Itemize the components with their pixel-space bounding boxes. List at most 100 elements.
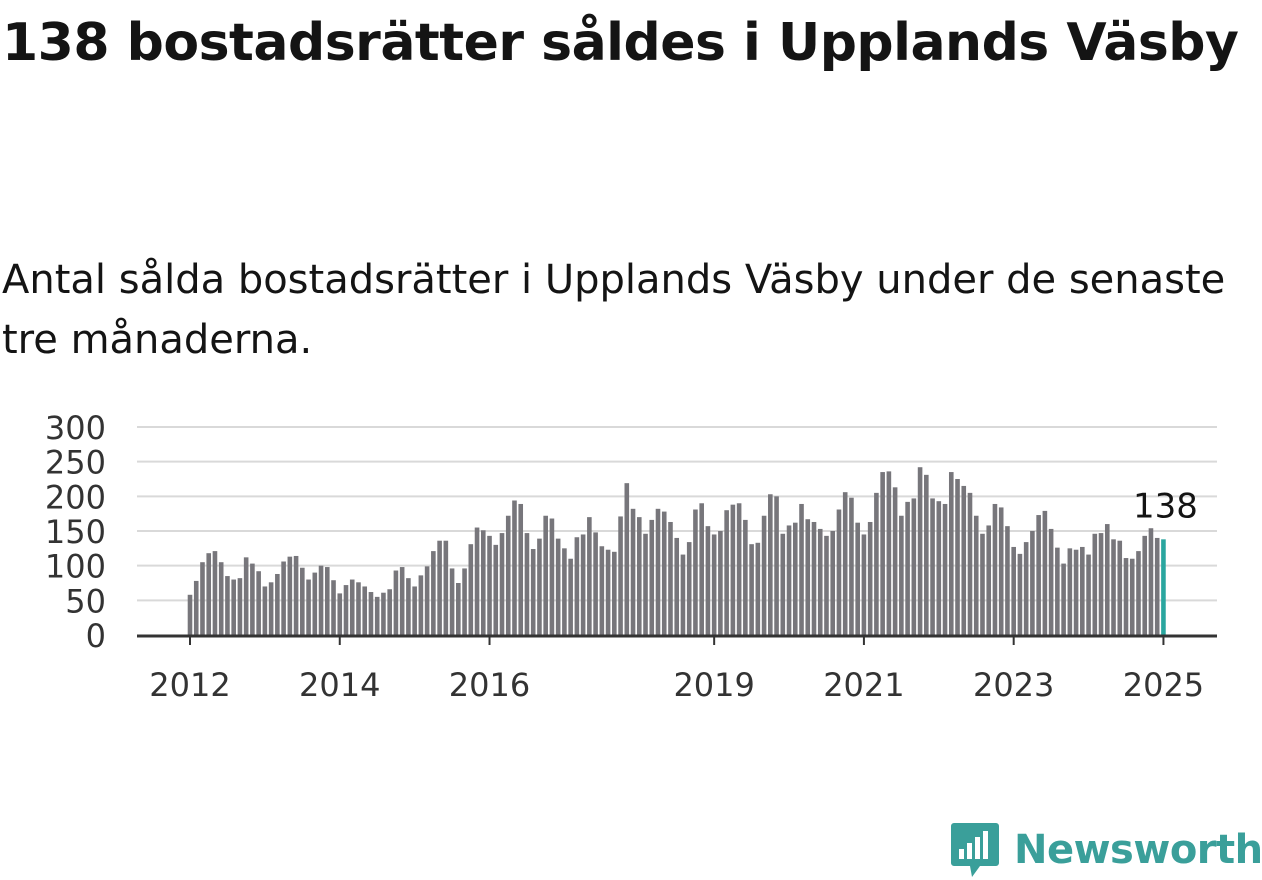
bar <box>212 551 218 635</box>
bar <box>1080 546 1085 635</box>
bar <box>1017 553 1023 635</box>
bar <box>705 526 711 635</box>
bar <box>686 542 692 635</box>
bar <box>768 494 773 635</box>
bar <box>1142 535 1148 635</box>
bar <box>612 551 617 635</box>
bar <box>992 503 998 635</box>
bar <box>867 521 873 635</box>
y-tick-label: 300 <box>45 409 106 447</box>
bar <box>287 556 293 635</box>
bar <box>568 558 573 635</box>
bar <box>1111 539 1116 635</box>
bar <box>743 519 748 635</box>
bar <box>624 483 630 635</box>
bar <box>942 503 948 635</box>
bar <box>362 586 368 635</box>
bar <box>693 509 698 635</box>
bar <box>574 537 580 635</box>
bar <box>980 533 985 635</box>
bar <box>200 562 205 635</box>
bar <box>499 533 505 635</box>
bar <box>424 566 430 635</box>
bar <box>680 554 686 635</box>
bar <box>936 501 942 635</box>
bar <box>599 546 605 635</box>
bar <box>961 485 967 635</box>
bar <box>318 565 324 635</box>
newsworthy-logo-icon <box>951 823 999 877</box>
bar <box>487 535 492 635</box>
bar <box>1073 549 1079 635</box>
y-tick-label: 100 <box>45 548 106 586</box>
x-tick-label: 2019 <box>673 666 754 704</box>
bar <box>518 503 524 635</box>
bar <box>824 535 829 635</box>
x-tick-label: 2025 <box>1123 666 1204 704</box>
bar <box>1086 554 1091 635</box>
bar <box>218 562 224 635</box>
bar <box>243 557 249 635</box>
y-tick-label: 150 <box>45 513 106 551</box>
bar <box>250 563 255 635</box>
bar <box>874 492 879 635</box>
bar <box>1030 531 1035 635</box>
bar <box>880 472 885 635</box>
bar <box>387 589 392 635</box>
bar <box>655 508 661 635</box>
bar <box>1092 533 1098 635</box>
bar <box>580 534 586 635</box>
brand-name: Newsworthy <box>1014 827 1262 873</box>
bar <box>312 572 318 635</box>
bar <box>899 515 904 635</box>
bar <box>393 570 399 635</box>
bar <box>543 515 548 635</box>
bar <box>399 567 405 635</box>
bar <box>855 522 860 635</box>
bar <box>786 525 792 635</box>
bar <box>1061 563 1066 635</box>
bar <box>842 492 848 635</box>
bar <box>886 471 892 635</box>
bar <box>537 538 542 635</box>
highlight-value-label: 138 <box>1133 486 1198 526</box>
bar <box>381 592 386 635</box>
bar <box>593 532 598 635</box>
bar <box>749 544 754 635</box>
bar <box>1098 533 1104 635</box>
newsworthy-logo: Newsworthy <box>950 820 1262 880</box>
bar <box>437 540 442 635</box>
bar <box>530 549 536 635</box>
bar <box>493 544 499 635</box>
bar <box>237 578 243 635</box>
bar <box>262 586 268 635</box>
bar <box>443 540 449 635</box>
bar <box>231 579 236 635</box>
bar <box>256 571 261 635</box>
x-tick-label: 2021 <box>823 666 904 704</box>
bar <box>1036 515 1041 635</box>
bar <box>836 509 842 635</box>
bar <box>643 533 648 635</box>
bar <box>761 515 767 635</box>
x-tick-label: 2012 <box>149 666 230 704</box>
bar <box>418 575 424 635</box>
bar <box>1104 524 1110 635</box>
bar <box>337 593 343 635</box>
bar <box>431 551 436 635</box>
bar <box>755 542 761 635</box>
bar <box>193 580 199 635</box>
bar <box>1055 547 1060 635</box>
bar <box>268 582 274 635</box>
bar <box>343 585 349 635</box>
bar <box>630 508 636 635</box>
bar <box>967 492 973 635</box>
bar <box>973 515 979 635</box>
bar <box>281 561 286 635</box>
bar <box>275 573 280 635</box>
bar <box>955 479 960 635</box>
bar <box>905 501 910 635</box>
bar <box>1011 546 1016 635</box>
bar <box>456 583 461 635</box>
